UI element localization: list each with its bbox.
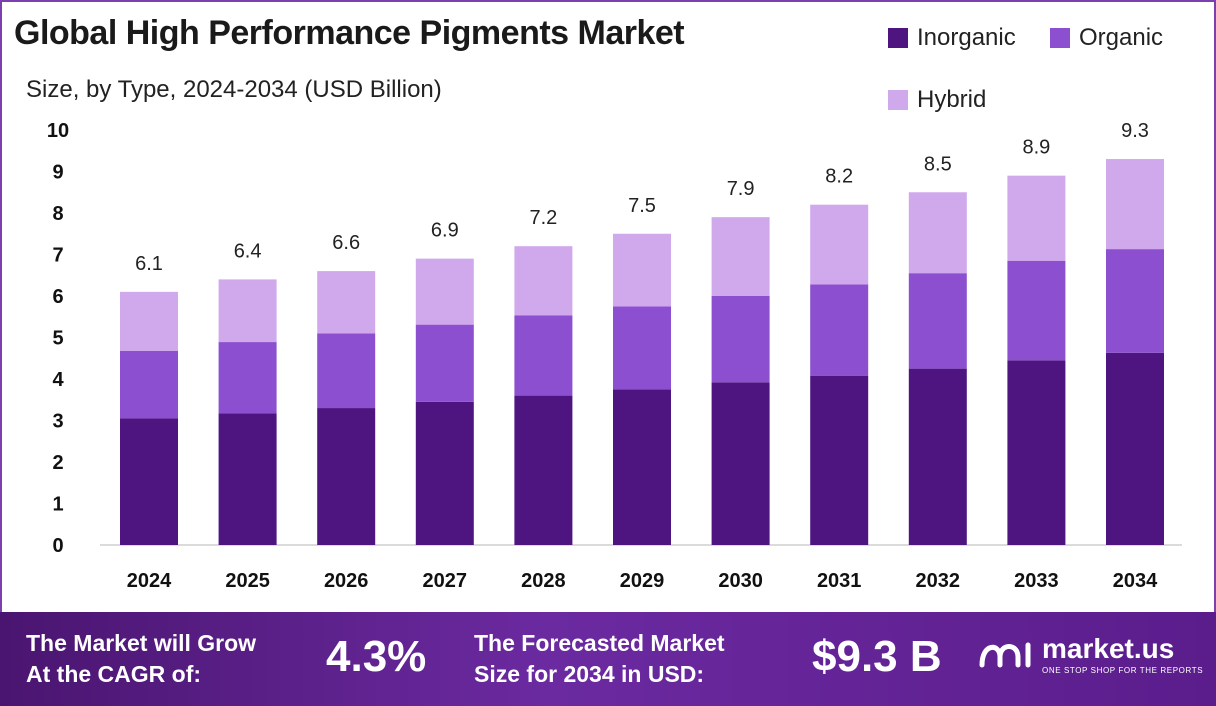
market-us-logo-icon (979, 642, 1031, 667)
legend-swatch-hybrid (888, 90, 908, 110)
bar-hybrid-2031 (810, 204, 869, 285)
bar-hybrid-2034 (1106, 159, 1164, 250)
x-tick-label: 2034 (1113, 570, 1158, 592)
forecast-value: $9.3 B (812, 632, 942, 681)
y-tick-label: 8 (52, 203, 63, 225)
y-tick-label: 5 (52, 328, 63, 350)
y-tick-label: 3 (52, 411, 63, 433)
bar-organic-2032 (908, 273, 967, 369)
x-tick-label: 2033 (1014, 570, 1059, 592)
bar-organic-2034 (1106, 249, 1164, 353)
bar-organic-2029 (613, 306, 671, 390)
y-tick-label: 9 (52, 162, 63, 184)
bar-hybrid-2028 (514, 246, 573, 316)
bar-organic-2030 (711, 296, 770, 383)
y-tick-label: 1 (52, 494, 63, 516)
data-label-total: 6.1 (135, 253, 163, 275)
footer-banner: The Market will Grow At the CAGR of: 4.3… (0, 612, 1216, 706)
legend-label-hybrid: Hybrid (917, 86, 987, 113)
x-tick-label: 2028 (521, 570, 566, 592)
y-tick-label: 4 (52, 369, 64, 391)
x-tick-label: 2030 (718, 570, 763, 592)
legend-swatch-organic (1050, 28, 1070, 48)
bar-organic-2025 (218, 342, 277, 414)
bar-organic-2033 (1007, 260, 1066, 361)
y-tick-label: 0 (52, 535, 63, 557)
data-label-total: 7.9 (727, 178, 755, 200)
bar-hybrid-2033 (1007, 175, 1066, 261)
legend-item-hybrid: Hybrid (888, 86, 986, 114)
legend-swatch-inorganic (888, 28, 908, 48)
data-label-total: 8.5 (924, 153, 952, 175)
data-label-total: 8.9 (1022, 137, 1050, 159)
forecast-label-line1: The Forecasted Market (474, 630, 725, 656)
bar-inorganic-2032 (908, 368, 967, 545)
forecast-label: The Forecasted Market Size for 2034 in U… (474, 628, 725, 690)
bar-organic-2024 (120, 350, 178, 419)
bar-organic-2028 (514, 315, 573, 396)
data-label-total: 6.9 (431, 220, 459, 242)
data-label-total: 7.5 (628, 195, 656, 217)
cagr-value: 4.3% (326, 632, 427, 681)
y-tick-label: 6 (52, 286, 63, 308)
bar-inorganic-2027 (415, 401, 474, 545)
bar-inorganic-2033 (1007, 360, 1066, 545)
bar-hybrid-2030 (711, 217, 770, 296)
bar-organic-2027 (415, 324, 474, 402)
chart-subtitle: Size, by Type, 2024-2034 (USD Billion) (26, 76, 442, 103)
data-label-total: 8.2 (825, 166, 853, 188)
legend-label-inorganic: Inorganic (917, 24, 1016, 51)
brand-logo: market.us ONE STOP SHOP FOR THE REPORTS (978, 634, 1203, 675)
bar-hybrid-2032 (908, 192, 967, 274)
x-tick-label: 2027 (423, 570, 468, 592)
bar-hybrid-2024 (120, 291, 178, 351)
bar-organic-2031 (810, 284, 869, 376)
chart-title: Global High Performance Pigments Market (14, 14, 685, 52)
data-label-total: 6.4 (234, 240, 262, 262)
legend-label-organic: Organic (1079, 24, 1164, 51)
bar-inorganic-2031 (810, 375, 869, 545)
bar-inorganic-2028 (514, 395, 573, 545)
bar-inorganic-2026 (317, 408, 376, 545)
bar-inorganic-2029 (613, 389, 671, 545)
x-tick-label: 2025 (225, 570, 270, 592)
bar-hybrid-2025 (218, 279, 277, 343)
x-tick-label: 2032 (916, 570, 961, 592)
legend-item-organic: Organic (1050, 24, 1163, 52)
bar-inorganic-2034 (1106, 352, 1164, 545)
bar-hybrid-2027 (415, 258, 474, 325)
bar-hybrid-2026 (317, 271, 376, 334)
brand-name: market.us (1042, 633, 1175, 664)
data-label-total: 6.6 (332, 232, 360, 254)
legend-item-inorganic: Inorganic (888, 24, 1016, 52)
data-label-total: 7.2 (529, 207, 557, 229)
bar-chart: 0 1 2 3 4 5 6 7 8 9 10 6.1 2024 6.4 2025 6.6 2026 6.9 2027… (47, 120, 1182, 592)
cagr-label: The Market will Grow At the CAGR of: (26, 628, 256, 690)
y-tick-label: 10 (47, 120, 69, 142)
bar-inorganic-2025 (218, 413, 277, 545)
brand-tagline: ONE STOP SHOP FOR THE REPORTS (1042, 666, 1204, 675)
bar-inorganic-2024 (120, 418, 178, 545)
x-tick-label: 2026 (324, 570, 369, 592)
bar-hybrid-2029 (613, 233, 671, 307)
cagr-label-line1: The Market will Grow (26, 630, 257, 656)
y-tick-label: 2 (52, 452, 63, 474)
bar-organic-2026 (317, 333, 376, 409)
x-tick-label: 2029 (620, 570, 665, 592)
x-tick-label: 2031 (817, 570, 862, 592)
bar-inorganic-2030 (711, 382, 770, 545)
data-label-total: 9.3 (1121, 120, 1149, 142)
cagr-label-line2: At the CAGR of: (26, 661, 202, 687)
forecast-label-line2: Size for 2034 in USD: (474, 661, 705, 687)
x-tick-label: 2024 (127, 570, 172, 592)
y-tick-label: 7 (52, 245, 63, 267)
